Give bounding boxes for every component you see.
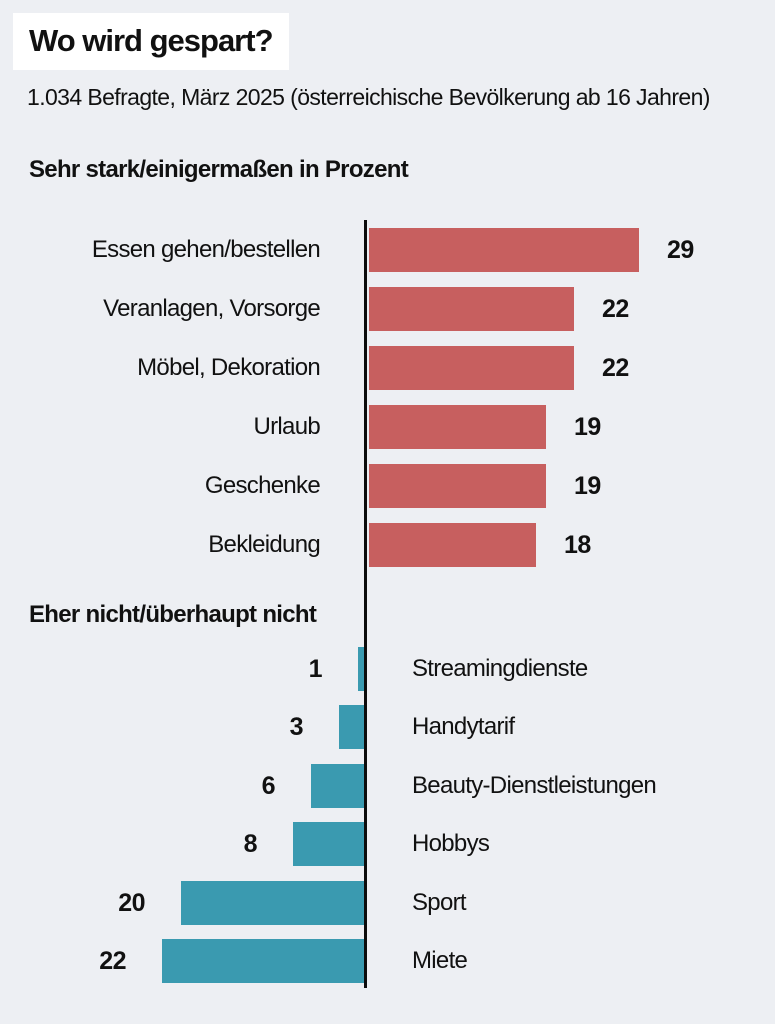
bar-label: Miete <box>412 947 468 974</box>
bar-value: 18 <box>564 531 591 559</box>
bar-row: Geschenke 19 <box>0 464 775 508</box>
bar-row: 22 Miete <box>0 939 775 983</box>
bar-value: 19 <box>574 472 601 500</box>
bar-label: Essen gehen/bestellen <box>91 236 321 263</box>
bar-value: 20 <box>118 889 145 917</box>
bar <box>369 405 546 449</box>
bar-row: 8 Hobbys <box>0 822 775 866</box>
bar <box>339 705 367 749</box>
bar-row: Essen gehen/bestellen 29 <box>0 228 775 272</box>
bar-value: 8 <box>243 830 258 858</box>
bar <box>369 346 574 390</box>
bar-value: 22 <box>602 295 629 323</box>
bar-value: 22 <box>602 354 629 382</box>
bar-label: Bekleidung <box>208 531 320 558</box>
bar <box>369 228 639 272</box>
section-heading-nosave: Eher nicht/überhaupt nicht <box>29 601 317 628</box>
bar <box>311 764 367 808</box>
bar-label: Beauty-Dienstleistungen <box>412 772 657 799</box>
bar-row: 1 Streamingdienste <box>0 647 775 691</box>
bar-value: 1 <box>308 655 323 683</box>
bar-row: 20 Sport <box>0 881 775 925</box>
bar-row: Möbel, Dekoration 22 <box>0 346 775 390</box>
bar-label: Sport <box>412 889 467 916</box>
bar-label: Möbel, Dekoration <box>137 354 321 381</box>
bar-row: Urlaub 19 <box>0 405 775 449</box>
bar-row: Veranlagen, Vorsorge 22 <box>0 287 775 331</box>
bar-label: Veranlagen, Vorsorge <box>103 295 321 322</box>
bar <box>369 523 536 567</box>
bar-label: Handytarif <box>412 713 515 740</box>
bar <box>293 822 367 866</box>
chart-axis-line <box>364 220 367 988</box>
bar <box>369 464 546 508</box>
bar <box>369 287 574 331</box>
bar <box>181 881 367 925</box>
bar-value: 19 <box>574 413 601 441</box>
page-title: Wo wird gespart? <box>29 23 274 58</box>
bar-value: 22 <box>99 947 126 975</box>
bar-value: 6 <box>261 772 276 800</box>
bar-label: Streamingdienste <box>412 655 588 682</box>
section-heading-save: Sehr stark/einigermaßen in Prozent <box>29 156 409 183</box>
bar-label: Hobbys <box>412 830 490 857</box>
bar-label: Geschenke <box>204 472 321 499</box>
bar-row: Bekleidung 18 <box>0 523 775 567</box>
bar-row: 6 Beauty-Dienstleistungen <box>0 764 775 808</box>
bar-row: 3 Handytarif <box>0 705 775 749</box>
bar-value: 29 <box>667 236 694 264</box>
subtitle: 1.034 Befragte, März 2025 (österreichisc… <box>27 84 710 110</box>
bar-label: Urlaub <box>253 413 321 440</box>
bar <box>162 939 367 983</box>
bar-value: 3 <box>289 713 304 741</box>
bar <box>358 647 367 691</box>
title-box: Wo wird gespart? <box>13 13 289 70</box>
